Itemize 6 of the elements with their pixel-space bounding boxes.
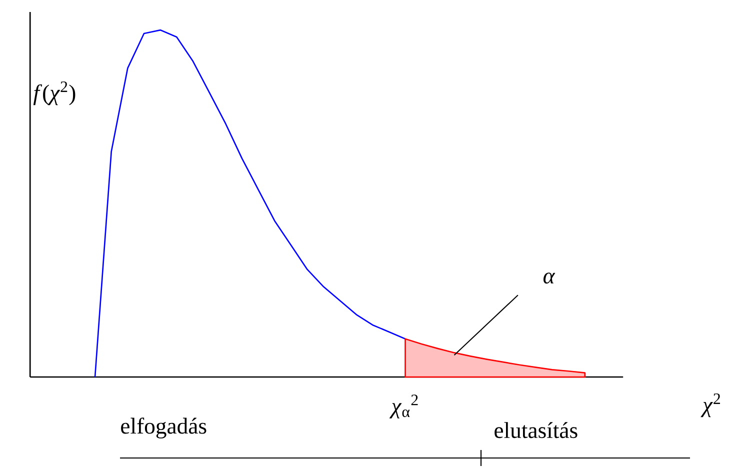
y-axis-title: f(χ$^{2}$) <box>33 81 76 106</box>
annotation: α <box>543 272 556 284</box>
x-axis-title: χ$^{2}$ <box>700 393 720 418</box>
text: elutasítás <box>494 422 578 438</box>
text: elfogadás <box>121 418 206 438</box>
text: χ$_{α}$2 <box>389 394 418 418</box>
